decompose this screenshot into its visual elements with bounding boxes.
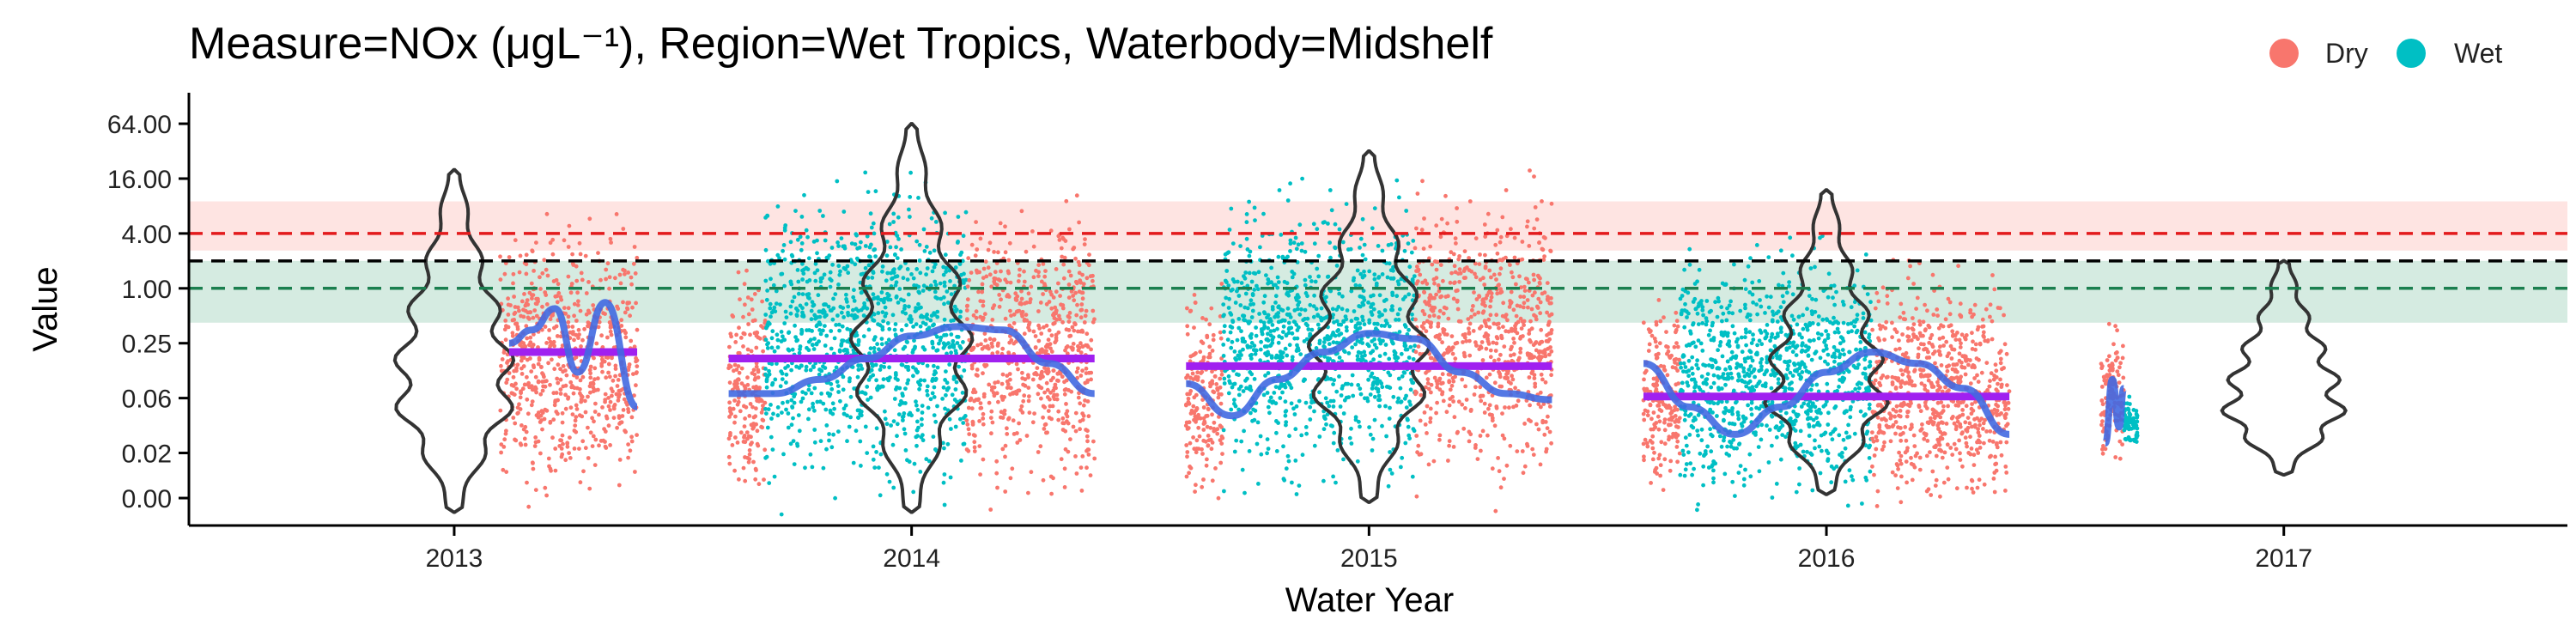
legend-wet-label: Wet	[2454, 38, 2502, 69]
y-tick-label-5: 4.00	[122, 221, 172, 249]
obs-2017-wet-11	[2122, 394, 2140, 444]
y-tick-label-0: 0.00	[122, 485, 172, 513]
violin-2017	[2220, 258, 2348, 477]
y-tick-label-3: 0.25	[122, 331, 172, 359]
y-tick-label-2: 0.06	[122, 386, 172, 414]
y-tick-label-4: 1.00	[122, 276, 172, 304]
reference-lines	[189, 232, 2567, 290]
x-tick-label-3: 2016	[1798, 544, 1856, 573]
legend-wet-swatch	[2397, 39, 2426, 68]
y-tick-label-7: 64.00	[107, 111, 172, 139]
guideline-band-0	[189, 201, 2567, 251]
trend-line	[508, 299, 2128, 447]
trend-segment-2	[1185, 330, 1552, 420]
obs-2014-dry-1	[726, 268, 768, 487]
legend-dry-swatch	[2269, 39, 2299, 68]
y-axis: 0.00 0.02 0.06 0.25 1.00 4.00 16.00 64.00	[107, 93, 191, 526]
x-axis: 2013 2014 2015 2016 2017	[189, 524, 2567, 573]
x-axis-title: Water Year	[1285, 581, 1454, 619]
chart-title: Measure=NOx (μgL⁻¹), Region=Wet Tropics,…	[189, 19, 1493, 69]
legend: Dry Wet	[2269, 38, 2502, 69]
violin-2014	[848, 122, 975, 514]
trend-segment-3	[1643, 348, 2010, 438]
legend-dry-label: Dry	[2325, 38, 2368, 69]
trend-segment-0	[508, 299, 639, 410]
x-tick-label-1: 2014	[883, 544, 940, 573]
y-axis-title: Value	[27, 266, 64, 351]
x-tick-label-0: 2013	[426, 544, 483, 573]
trend-segment-4	[2102, 375, 2128, 447]
x-tick-label-2: 2015	[1340, 544, 1398, 573]
obs-2015-dry-6	[1413, 168, 1554, 513]
y-tick-label-1: 0.02	[122, 440, 172, 469]
y-tick-label-6: 16.00	[107, 166, 172, 194]
guideline-bands	[189, 201, 2567, 323]
violin-2013	[392, 167, 516, 514]
x-tick-label-4: 2017	[2255, 544, 2312, 573]
trend-segment-1	[728, 323, 1096, 398]
violin-2015	[1306, 149, 1431, 504]
